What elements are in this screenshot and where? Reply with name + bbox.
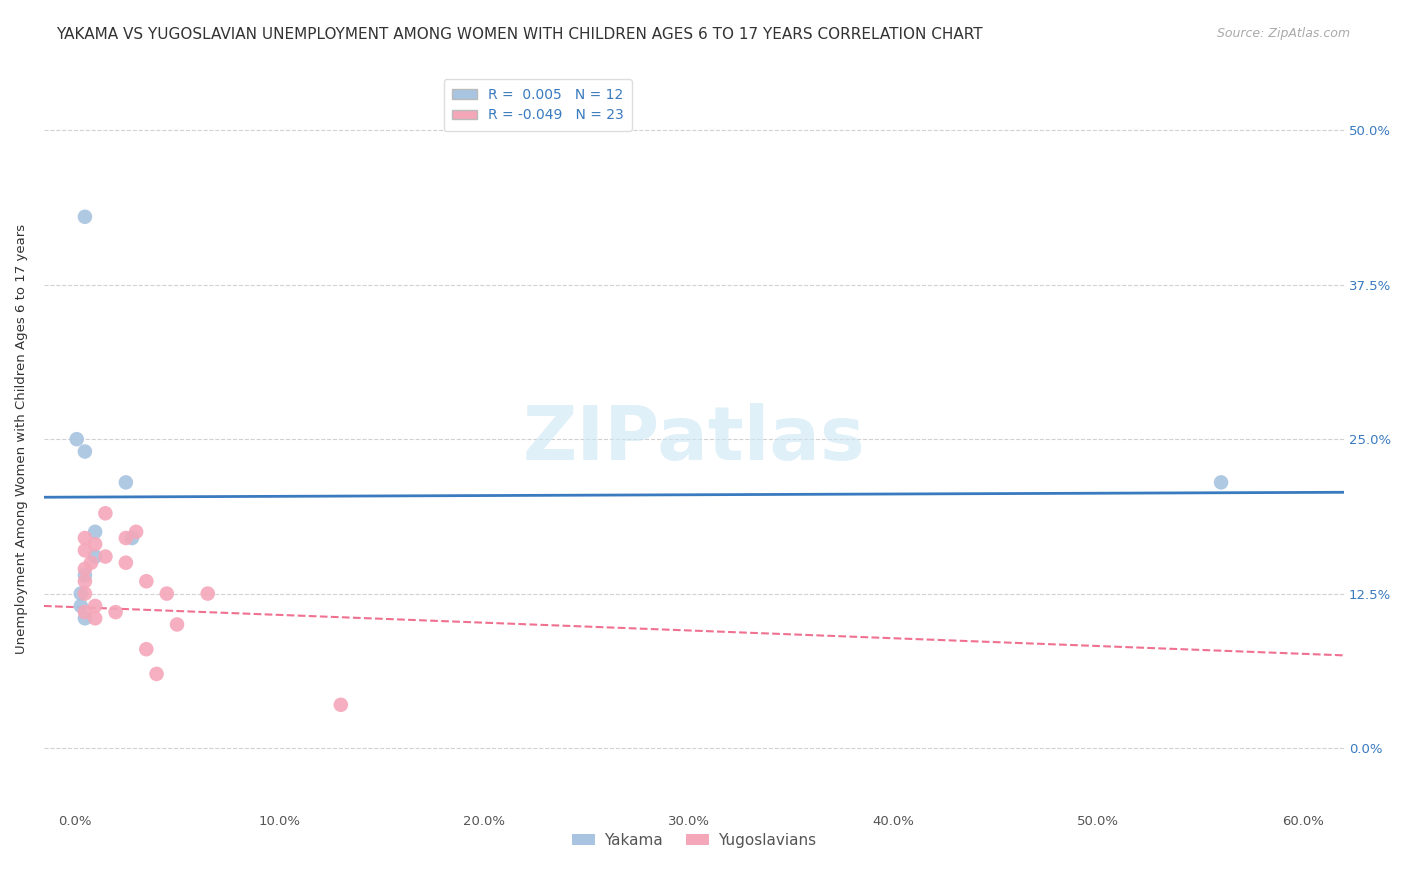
Point [73,531,96,545]
Point [84,599,107,613]
Point [125,524,148,539]
Point [104,605,127,619]
Point [121,531,143,545]
Point [84,611,107,625]
Point [329,698,352,712]
Point [115,475,138,490]
Point [135,574,157,589]
Point [84,537,107,551]
Legend: Yakama, Yugoslavians: Yakama, Yugoslavians [565,827,823,854]
Point [84,524,107,539]
Point [94,506,117,520]
Point [145,666,167,681]
Point [80,556,103,570]
Text: ZIPatlas: ZIPatlas [523,402,865,475]
Point [73,586,96,600]
Point [73,562,96,576]
Y-axis label: Unemployment Among Women with Children Ages 6 to 17 years: Unemployment Among Women with Children A… [15,224,28,654]
Point [69,586,91,600]
Point [135,642,157,657]
Point [66,432,89,446]
Point [115,556,138,570]
Point [69,599,91,613]
Point [73,210,96,224]
Point [73,568,96,582]
Text: Source: ZipAtlas.com: Source: ZipAtlas.com [1216,27,1350,40]
Point [73,574,96,589]
Point [115,531,138,545]
Point [84,549,107,564]
Point [166,617,188,632]
Point [73,444,96,458]
Point [73,605,96,619]
Point [197,586,219,600]
Point [73,611,96,625]
Point [94,549,117,564]
Point [156,586,179,600]
Point [1209,475,1232,490]
Text: YAKAMA VS YUGOSLAVIAN UNEMPLOYMENT AMONG WOMEN WITH CHILDREN AGES 6 TO 17 YEARS : YAKAMA VS YUGOSLAVIAN UNEMPLOYMENT AMONG… [56,27,983,42]
Point [73,543,96,558]
